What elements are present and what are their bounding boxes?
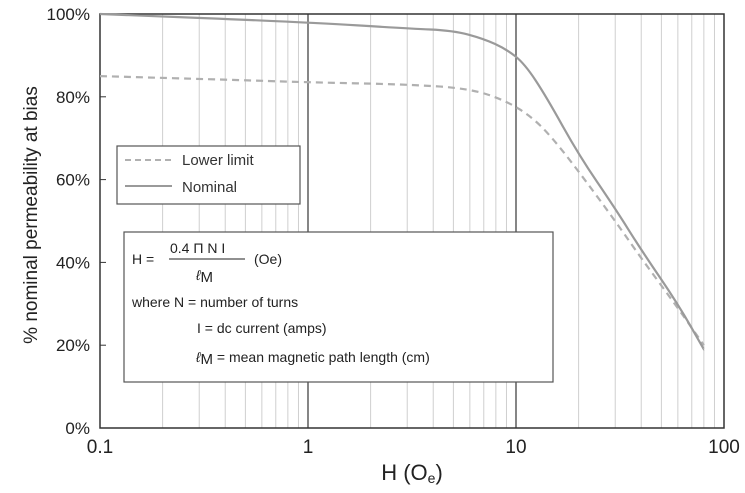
y-tick-label: 40% [56,253,90,272]
legend-label-nominal: Nominal [182,179,237,196]
legend: Lower limit Nominal [116,145,301,205]
x-tick-label: 100 [708,437,740,458]
formula-denominator: ℓM [195,267,213,286]
x-tick-label: 1 [303,437,314,458]
formula-lhs: H = [132,251,154,267]
plot-frame [99,13,725,429]
y-tick-label: 20% [56,336,90,355]
legend-box [116,145,301,205]
y-tick-label: 0% [65,419,90,438]
x-tick-label: 0.1 [87,437,113,458]
formula-box: H = 0.4 Π N I ℓM (Oe) where N = number o… [123,231,554,383]
formula-line-3: ℓM = mean magnetic path length (cm) [195,349,430,368]
x-axis-title-main: H (O [381,460,427,485]
x-axis-title-sub: e [428,470,436,486]
y-tick-label: 80% [56,88,90,107]
y-axis-title: % nominal permeability at bias [21,86,42,344]
series-lower-limit-line [99,75,705,346]
series-nominal-line [99,12,705,350]
ticks: 0.1 1 10 100 0% 20% 40% 60% 80% 100% [47,5,740,458]
series [99,12,705,350]
formula-line-3-sub: M [201,351,214,368]
x-axis-title: H (Oe) [381,460,443,486]
y-tick-label: 60% [56,171,90,190]
formula-line-3-symbol: ℓ [195,349,201,365]
x-axis-title-close: ) [435,460,442,485]
formula-den-symbol: ℓ [195,267,201,283]
formula-den-sub: M [201,269,214,286]
formula-box-frame [123,231,554,383]
formula-numerator: 0.4 Π N I [170,240,225,256]
formula-line-2: I = dc current (amps) [197,320,327,336]
formula-line-1: where N = number of turns [131,294,298,310]
formula-unit: (Oe) [254,251,282,267]
formula-line-3-text: = mean magnetic path length (cm) [213,349,430,365]
legend-label-lower-limit: Lower limit [182,152,255,169]
y-tick-label: 100% [47,5,90,24]
x-tick-label: 10 [505,437,526,458]
